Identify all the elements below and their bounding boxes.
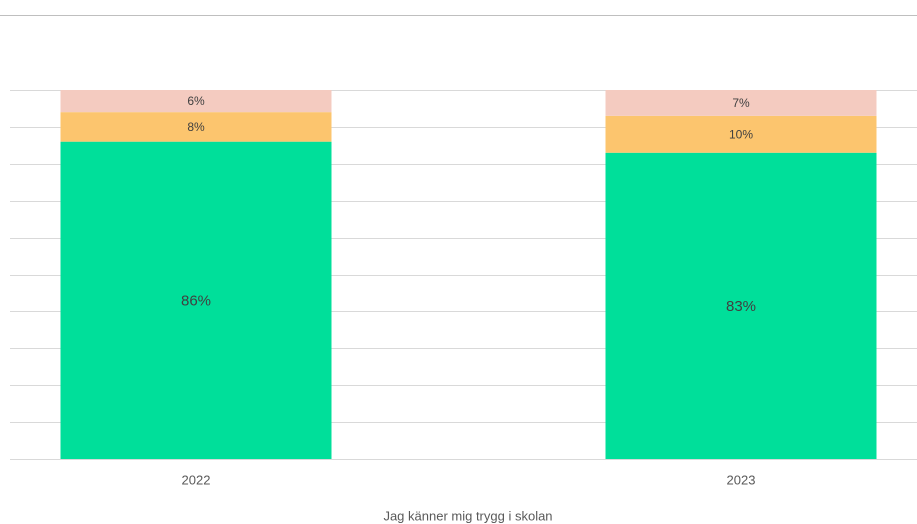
bars: 86% 8% 6% 83% 10% 7%	[60, 90, 877, 460]
x-axis-title: Jag känner mig trygg i skolan	[383, 508, 552, 523]
data-label: 83%	[726, 298, 756, 315]
bar-segment	[605, 90, 877, 116]
bar-segment	[60, 90, 332, 113]
bar-segment	[605, 115, 877, 153]
data-label: 10%	[729, 127, 753, 141]
data-label: 86%	[181, 292, 211, 309]
data-label: 7%	[732, 96, 750, 110]
x-tick-label: 2023	[727, 472, 756, 487]
bar-segment	[605, 152, 877, 460]
data-label: 8%	[187, 120, 205, 134]
bar-segment	[60, 112, 332, 142]
data-label: 6%	[187, 94, 205, 108]
bar-segment	[60, 141, 332, 459]
x-tick-label: 2022	[182, 472, 211, 487]
